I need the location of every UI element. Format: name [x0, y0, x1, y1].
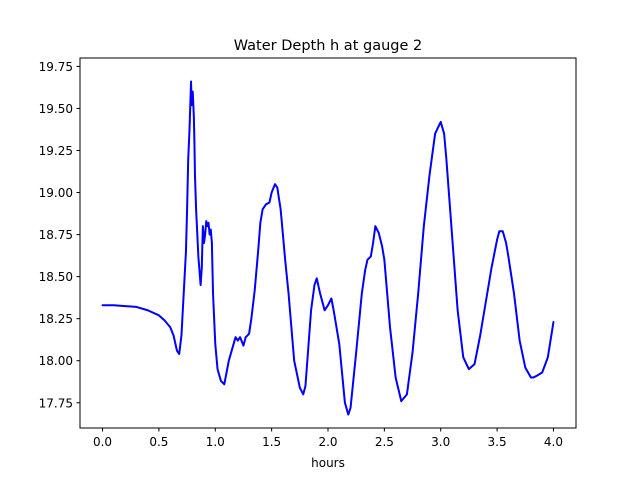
x-tick-label: 1.0	[206, 435, 225, 449]
y-tick-label: 19.25	[39, 144, 73, 158]
x-axis: 0.0 0.5 1.0 1.5 2.0 2.5 3.0 3.5 4.0	[93, 428, 563, 449]
y-tick-label: 19.50	[39, 102, 73, 116]
series-line	[101, 80, 555, 416]
x-tick-label: 0.0	[93, 435, 112, 449]
x-tick-label: 2.5	[375, 435, 394, 449]
x-tick-label: 3.0	[431, 435, 450, 449]
y-tick-label: 18.50	[39, 270, 73, 284]
x-tick-label: 1.5	[262, 435, 281, 449]
x-axis-label: hours	[311, 456, 345, 470]
y-tick-label: 19.00	[39, 186, 73, 200]
y-axis: 17.75 18.00 18.25 18.50 18.75 19.00 19.25 19.50…	[39, 60, 80, 410]
x-tick-label: 3.5	[488, 435, 507, 449]
x-tick-label: 0.5	[149, 435, 168, 449]
plot-area-frame	[79, 57, 577, 429]
x-tick-label: 2.0	[318, 435, 337, 449]
x-tick-label: 4.0	[544, 435, 563, 449]
y-tick-label: 18.75	[39, 228, 73, 242]
y-tick-label: 18.25	[39, 312, 73, 326]
y-tick-label: 18.00	[39, 354, 73, 368]
chart-title: Water Depth h at gauge 2	[234, 38, 422, 54]
y-tick-label: 19.75	[39, 60, 73, 74]
y-tick-label: 17.75	[39, 396, 73, 410]
